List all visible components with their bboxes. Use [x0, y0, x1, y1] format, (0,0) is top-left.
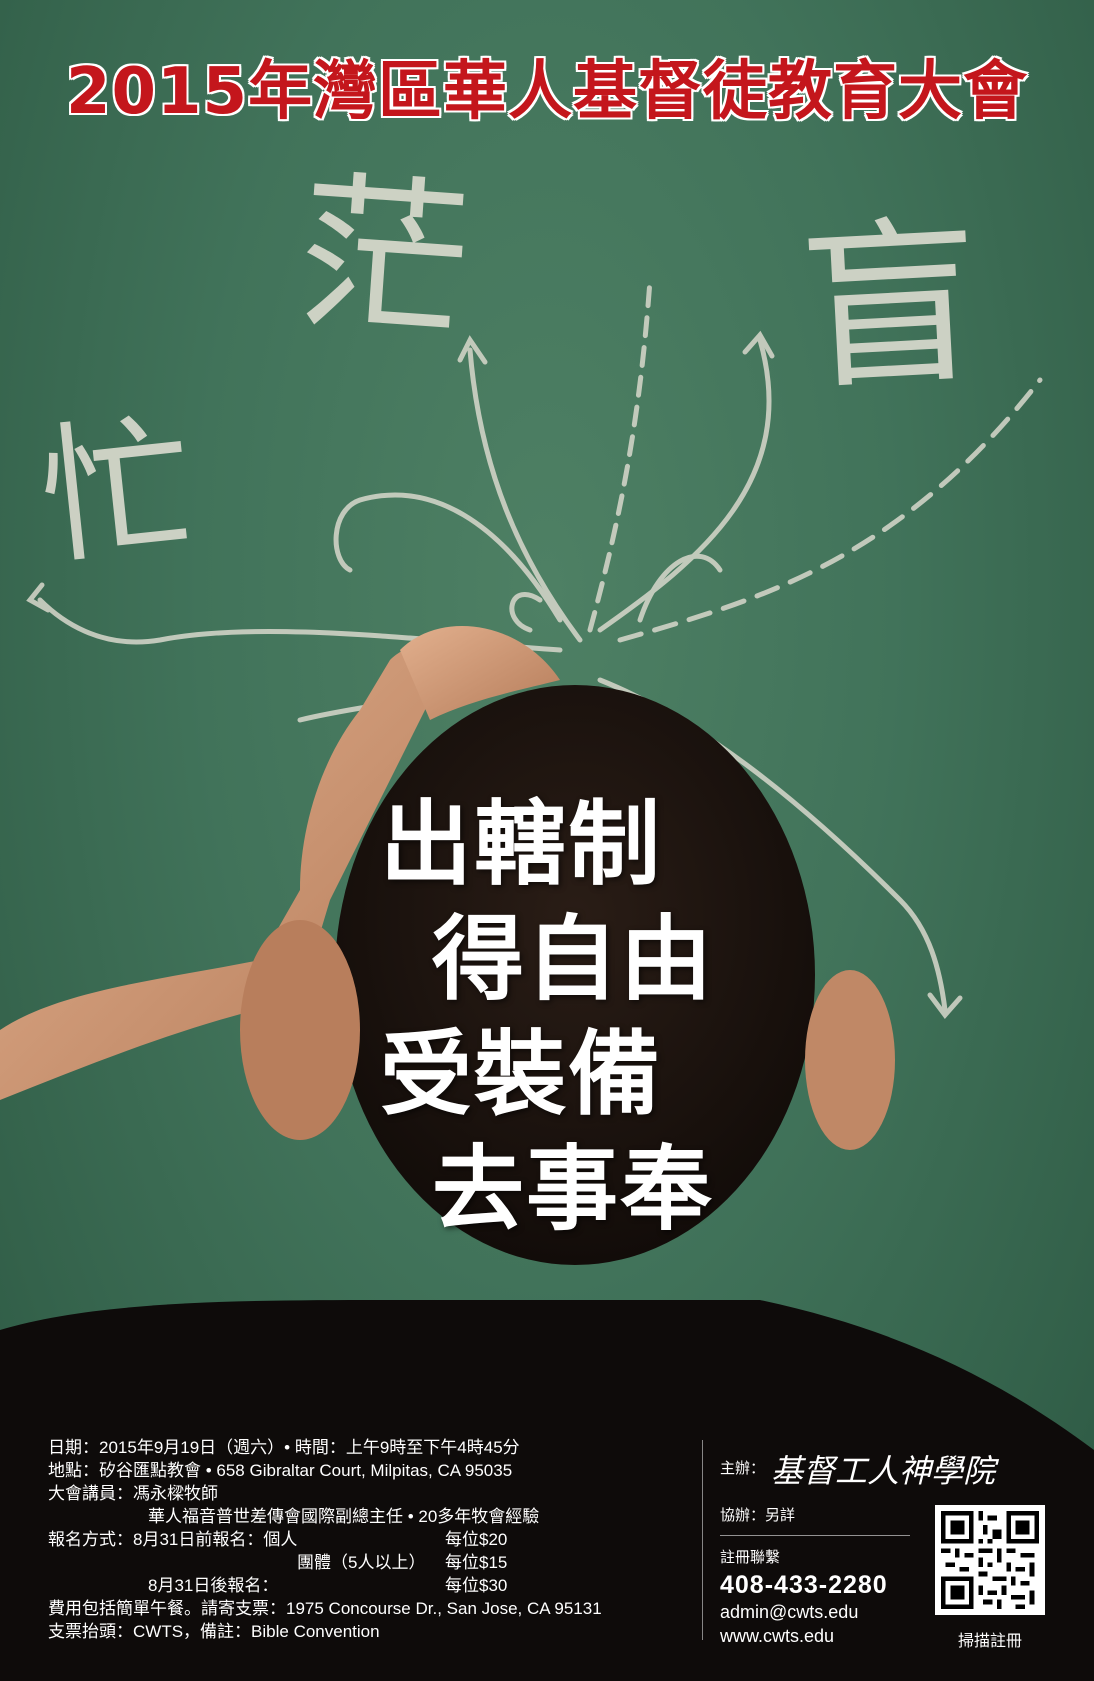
host-label: 主辦： [720, 1460, 766, 1478]
slogan-line-4: 去事奉 [432, 1135, 715, 1243]
group-label: 團體（5人以上） [297, 1553, 426, 1572]
event-details: 日期：2015年9月19日（週六）• 時間：上午9時至下午4時45分 地點：矽谷… [48, 1436, 698, 1643]
sponsor-separator [720, 1535, 910, 1536]
registration-early-individual: 報名方式：8月31日前報名：個人 每位$20 [48, 1528, 698, 1551]
host-row: 主辦： 基督工人神學院 [720, 1446, 995, 1492]
speaker-bio: 華人福音普世差傳會國際副總主任 • 20多年牧會經驗 [148, 1507, 540, 1526]
late-label: 8月31日後報名： [148, 1576, 279, 1595]
contact-label: 註冊聯繫 [720, 1549, 781, 1566]
slogan-line-2: 得自由 [432, 905, 715, 1013]
qr-caption: 掃描註冊 [957, 1633, 1022, 1650]
info-divider [702, 1440, 703, 1640]
price-late: 每位$30 [445, 1576, 508, 1595]
check-payee: 支票抬頭：CWTS，備註：Bible Convention [48, 1622, 380, 1641]
contact-phone[interactable]: 408-433-2280 [720, 1571, 888, 1599]
poster-title: 2015年灣區華人基督徒教育大會 [65, 55, 1029, 129]
registration-early-label: 報名方式：8月31日前報名：個人 [48, 1530, 298, 1549]
price-individual: 每位$20 [445, 1530, 508, 1549]
co-host: 協辦：另詳 [720, 1507, 796, 1524]
registration-late: 8月31日後報名： 每位$30 [48, 1574, 698, 1597]
host-logo-name: 基督工人神學院 [771, 1452, 996, 1490]
location: 地點：矽谷匯點教會 • 658 Gibraltar Court, Milpita… [48, 1461, 513, 1480]
sponsor-panel: 主辦： 基督工人神學院 協辦：另詳 註冊聯繫 408-433-2280 admin… [720, 1446, 995, 1648]
price-group: 每位$15 [445, 1553, 508, 1572]
contact-website[interactable]: www.cwts.edu [720, 1626, 835, 1646]
registration-early-group: 團體（5人以上） 每位$15 [48, 1551, 698, 1574]
speaker: 大會講員：馮永樑牧師 [48, 1484, 218, 1503]
slogan-line-1: 出轄制 [380, 790, 663, 898]
contact-email[interactable]: admin@cwts.edu [720, 1602, 859, 1622]
slogan-line-3: 受裝備 [380, 1020, 663, 1128]
payment-info: 費用包括簡單午餐。請寄支票：1975 Concourse Dr., San Jo… [48, 1599, 602, 1618]
date-time: 日期：2015年9月19日（週六）• 時間：上午9時至下午4時45分 [48, 1438, 520, 1457]
qr-code-icon[interactable] [935, 1505, 1045, 1615]
